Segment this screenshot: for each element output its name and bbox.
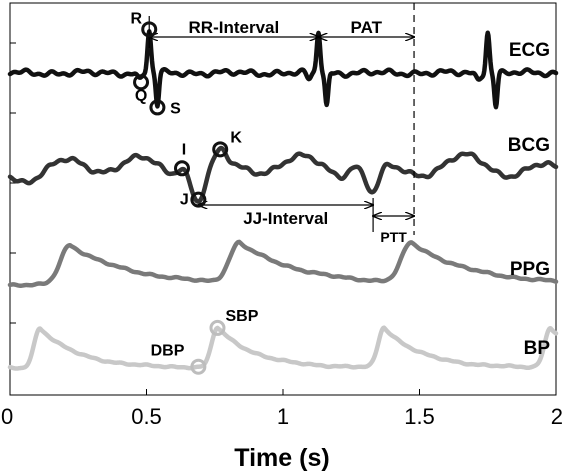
series-label-bp: BP xyxy=(524,338,551,359)
x-tick-label: 0.5 xyxy=(131,404,162,429)
interval-label: PAT xyxy=(351,18,383,37)
y-ticks xyxy=(10,42,16,396)
series-line-bp xyxy=(7,325,559,371)
point-marker-q xyxy=(133,74,150,91)
interval-label: RR-Interval xyxy=(189,18,280,37)
x-tick-label: 0 xyxy=(1,404,13,429)
point-label-i: I xyxy=(182,141,186,158)
series-lines xyxy=(7,29,559,371)
point-marker-k xyxy=(212,141,229,158)
x-axis-label: Time (s) xyxy=(234,444,329,472)
point-label-s: S xyxy=(170,100,181,117)
interval-annotations: RR-Interval PAT JJ-Interval PTT xyxy=(149,16,414,245)
x-tick-label: 2 xyxy=(551,404,563,429)
point-marker-i xyxy=(173,160,190,177)
point-label-q: Q xyxy=(135,87,147,104)
series-label-ppg: PPG xyxy=(510,259,550,280)
point-label-r: R xyxy=(130,10,142,27)
x-tick-label: 1.5 xyxy=(404,404,435,429)
plot-border xyxy=(9,2,557,396)
point-label-dbp: DBP xyxy=(151,343,185,360)
point-marker-s xyxy=(149,99,166,116)
series-line-bcg xyxy=(7,145,559,204)
point-label-j: J xyxy=(180,192,189,209)
point-marker-sbp xyxy=(209,319,226,336)
series-line-ecg xyxy=(7,29,559,110)
series-line-ppg xyxy=(7,239,559,288)
interval-label: PTT xyxy=(380,229,407,245)
point-label-k: K xyxy=(230,129,242,146)
point-marker-j xyxy=(190,191,207,208)
point-marker-dbp xyxy=(190,358,207,375)
point-marker-r xyxy=(141,21,158,38)
series-label-ecg: ECG xyxy=(509,40,550,61)
point-annotations: R Q S I K J DBP SBP xyxy=(130,10,259,375)
x-ticks: 0 0.5 1 1.5 2 xyxy=(1,389,563,429)
series-label-bcg: BCG xyxy=(508,135,550,156)
interval-label: JJ-Interval xyxy=(243,209,328,228)
point-label-sbp: SBP xyxy=(225,308,258,325)
plot-frame xyxy=(9,2,557,396)
series-labels: ECG BCG PPG BP xyxy=(508,40,551,359)
x-tick-label: 1 xyxy=(277,404,289,429)
